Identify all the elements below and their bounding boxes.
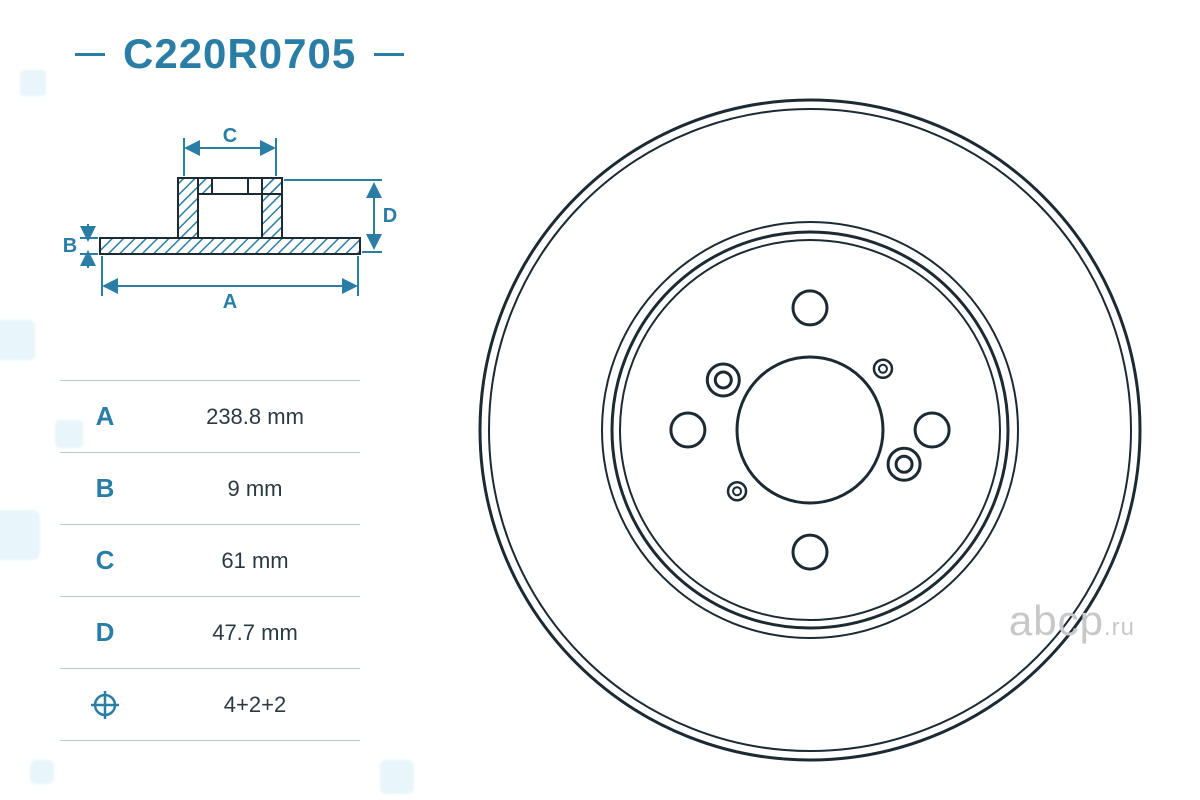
spec-row: D 47.7 mm [60, 597, 360, 669]
spec-key: D [60, 617, 150, 648]
spec-table: A 238.8 mm B 9 mm C 61 mm D 47.7 mm 4+2+… [60, 380, 360, 741]
dim-label-c: C [223, 125, 237, 147]
spec-value: 47.7 mm [150, 620, 360, 646]
spec-key: C [60, 545, 150, 576]
spec-row: A 238.8 mm [60, 381, 360, 453]
dim-label-b: B [63, 235, 77, 257]
spec-key-bolt-icon [60, 691, 150, 719]
watermark-main: abcp [1009, 597, 1104, 644]
title-dash-right [374, 53, 404, 56]
dim-label-a: A [223, 291, 237, 313]
spec-value: 61 mm [150, 548, 360, 574]
spec-key: B [60, 473, 150, 504]
spec-row: C 61 mm [60, 525, 360, 597]
title-dash-left [75, 53, 105, 56]
spec-row: 4+2+2 [60, 669, 360, 741]
spec-value: 238.8 mm [150, 404, 360, 430]
spec-key: A [60, 401, 150, 432]
bg-blob [0, 510, 40, 560]
watermark: abcp.ru [1009, 597, 1135, 645]
bg-blob [380, 760, 414, 794]
spec-value: 9 mm [150, 476, 360, 502]
part-number-header: C220R0705 [75, 30, 404, 78]
disc-face-diagram [460, 80, 1160, 780]
spec-row: B 9 mm [60, 453, 360, 525]
bg-blob [30, 760, 54, 784]
spec-value: 4+2+2 [150, 692, 360, 718]
bg-blob [0, 320, 35, 360]
part-number: C220R0705 [123, 30, 356, 78]
bg-blob [20, 70, 46, 96]
dim-label-d: D [383, 205, 397, 227]
watermark-suffix: .ru [1104, 614, 1135, 641]
cross-section-diagram: C A B D [60, 120, 400, 320]
